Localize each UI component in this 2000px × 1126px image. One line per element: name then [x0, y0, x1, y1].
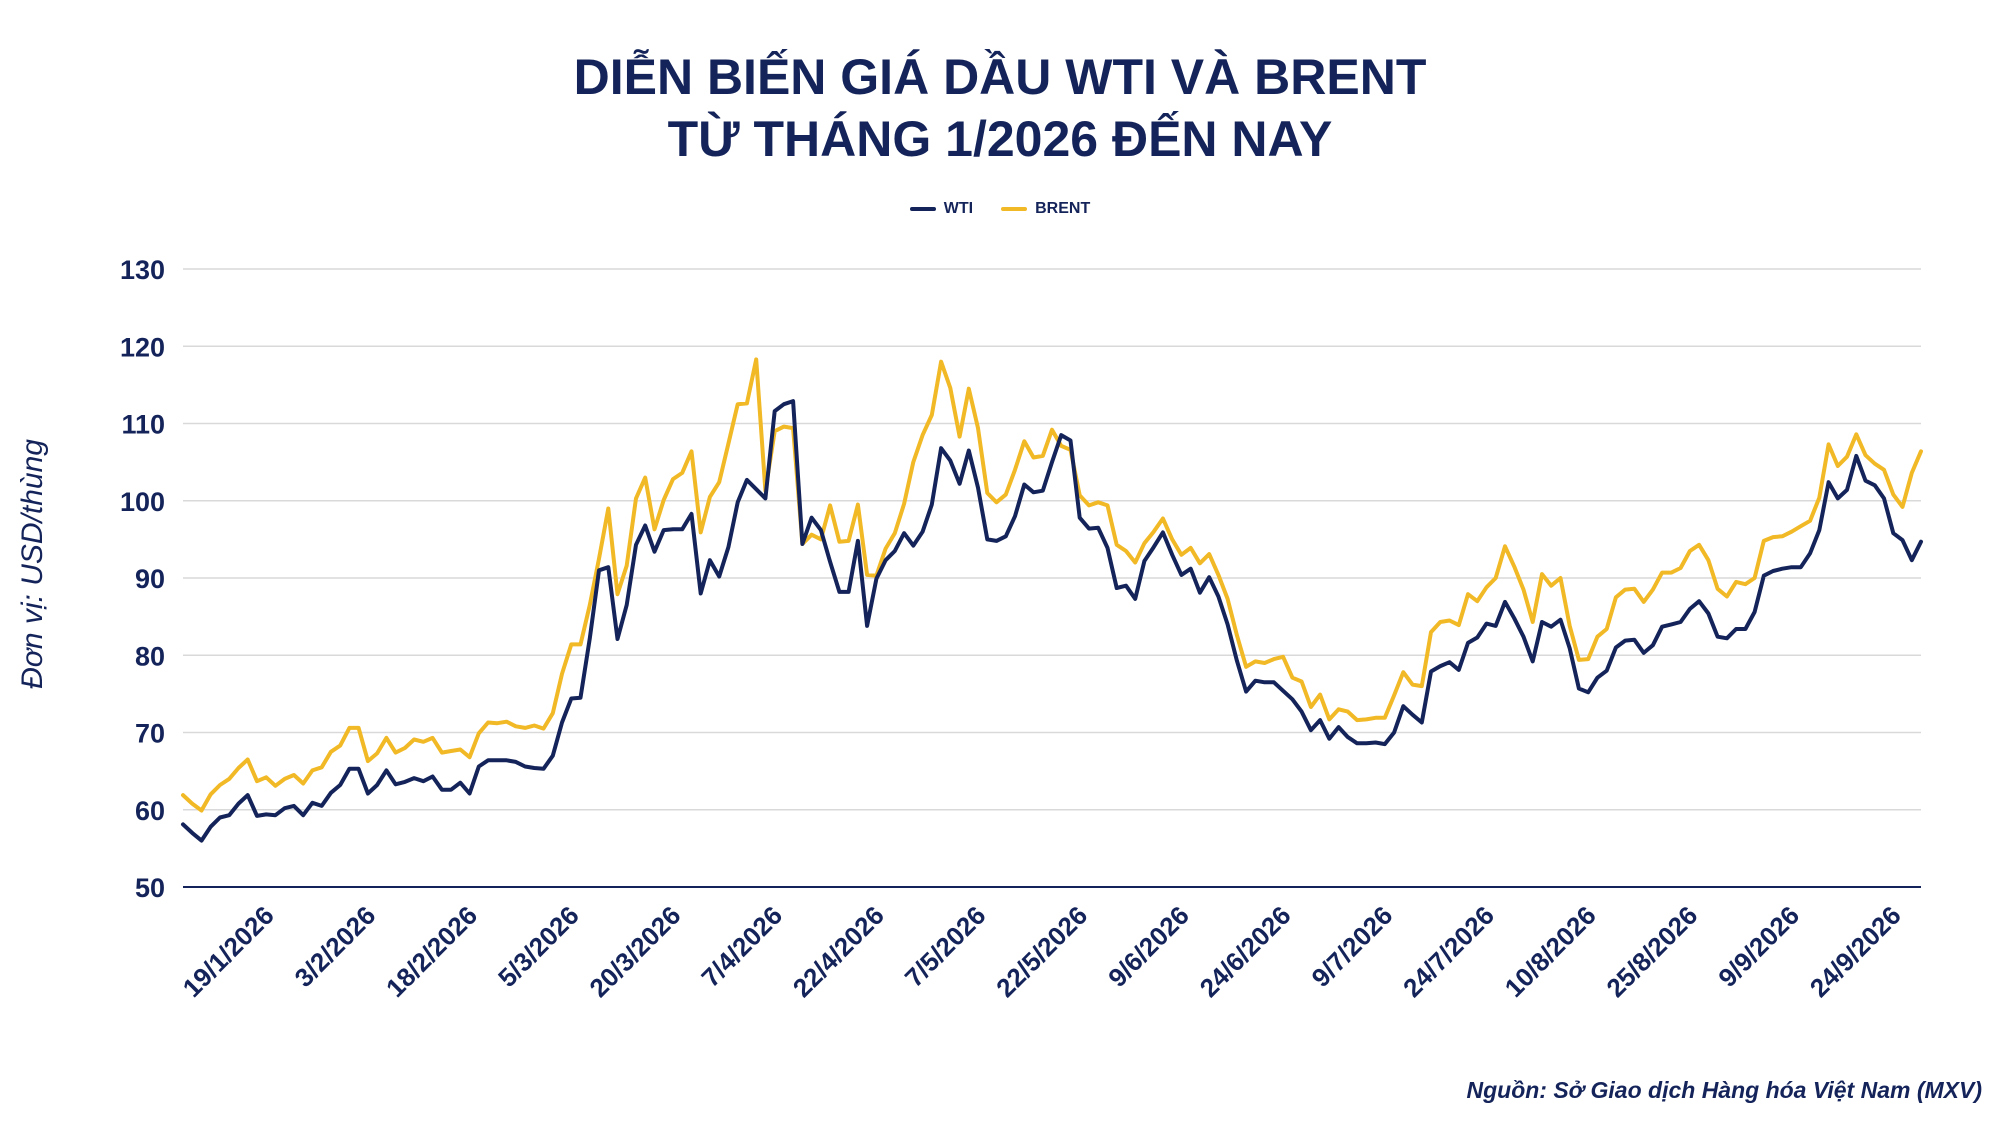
x-tick-label: 9/6/2026	[1102, 900, 1195, 993]
legend-swatch-brent	[1001, 207, 1028, 211]
legend-item-wti: WTI	[909, 200, 974, 218]
x-tick-label: 10/8/2026	[1499, 900, 1602, 1003]
y-tick-label: 60	[135, 796, 165, 826]
legend-swatch-wti	[909, 207, 936, 211]
x-tick-label: 18/2/2026	[380, 900, 483, 1003]
y-tick-label: 100	[120, 487, 165, 517]
legend-label-wti: WTI	[943, 200, 974, 217]
legend: WTI BRENT	[0, 200, 2000, 218]
x-tick-label: 7/4/2026	[695, 900, 788, 993]
x-tick-label: 24/9/2026	[1804, 900, 1907, 1003]
x-tick-label: 19/1/2026	[177, 900, 280, 1003]
x-tick-label: 5/3/2026	[492, 900, 585, 993]
x-tick-label: 9/7/2026	[1306, 900, 1399, 993]
y-tick-label: 80	[135, 641, 165, 671]
chart-title-line2: TỪ THÁNG 1/2026 ĐẾN NAY	[667, 111, 1333, 167]
chart-title-line1: DIỄN BIẾN GIÁ DẦU WTI VÀ BRENT	[573, 49, 1427, 105]
x-tick-label: 25/8/2026	[1600, 900, 1703, 1003]
legend-label-brent: BRENT	[1035, 200, 1091, 217]
y-tick-label: 50	[135, 873, 165, 903]
legend-item-brent: BRENT	[1001, 200, 1090, 218]
x-tick-label: 24/6/2026	[1194, 900, 1297, 1003]
y-tick-label: 130	[120, 255, 165, 285]
y-tick-label: 110	[121, 410, 165, 440]
x-tick-label: 3/2/2026	[289, 900, 382, 993]
series-line-brent	[181, 357, 1923, 813]
source-note: Nguồn: Sở Giao dịch Hàng hóa Việt Nam (M…	[1466, 1077, 1982, 1103]
x-tick-label: 9/9/2026	[1712, 900, 1805, 993]
x-tick-label: 22/4/2026	[787, 900, 890, 1003]
x-tick-label: 7/5/2026	[899, 900, 992, 993]
y-tick-label: 90	[135, 564, 165, 594]
y-tick-label: 120	[120, 332, 165, 362]
x-tick-label: 24/7/2026	[1397, 900, 1500, 1003]
series-line-wti	[181, 399, 1923, 843]
y-tick-label: 70	[135, 719, 165, 749]
x-tick-label: 22/5/2026	[990, 900, 1093, 1003]
x-tick-label: 20/3/2026	[583, 900, 686, 1003]
